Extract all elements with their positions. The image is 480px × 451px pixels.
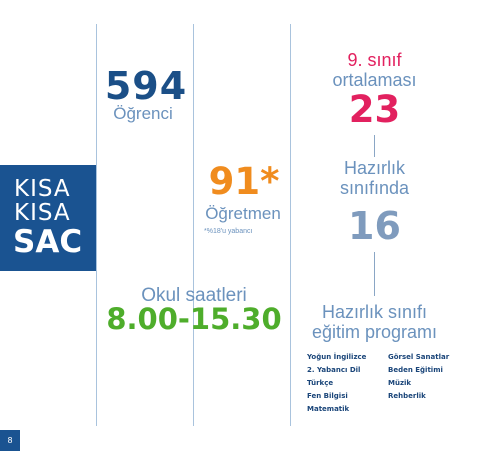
grade9-subtitle: ortalaması: [332, 70, 417, 90]
prep-subtitle: sınıfında: [339, 178, 410, 198]
prep-title: Hazırlık: [343, 158, 405, 178]
program-item: Yoğun İngilizce: [307, 353, 367, 361]
column-divider: [193, 24, 194, 426]
program-item: Türkçe: [307, 379, 334, 387]
program-item: Beden Eğitimi: [388, 366, 443, 374]
program-subtitle: eğitim programı: [311, 322, 438, 342]
students-count: 594: [104, 64, 188, 108]
program-item: Fen Bilgisi: [307, 392, 348, 400]
school-hours-value: 8.00-15.30: [106, 302, 282, 336]
students-label: Öğrenci: [113, 104, 173, 123]
program-item: 2. Yabancı Dil: [307, 366, 361, 374]
connector-line: [374, 135, 375, 157]
teachers-footnote: *%18'u yabancı: [204, 228, 253, 235]
grade9-value: 23: [348, 88, 401, 131]
logo-line-3: SAC: [13, 224, 83, 260]
teachers-label: Öğretmen: [205, 204, 281, 223]
program-list-left: Yoğun İngilizce 2. Yabancı Dil Türkçe Fe…: [307, 351, 366, 416]
column-divider: [290, 24, 291, 426]
column-divider: [96, 24, 97, 426]
prep-value: 16: [348, 204, 401, 248]
program-list-right: Görsel Sanatlar Beden Eğitimi Müzik Rehb…: [388, 351, 449, 403]
program-title: Hazırlık sınıfı: [321, 302, 428, 322]
school-hours-title: Okul saatleri: [141, 285, 247, 306]
connector-line: [374, 252, 375, 296]
kisa-kisa-sac-logo: KISA KISA SAC: [0, 165, 96, 271]
grade9-title: 9. sınıf: [347, 50, 402, 70]
program-item: Görsel Sanatlar: [388, 353, 450, 361]
logo-line-2: KISA: [14, 200, 71, 226]
program-item: Müzik: [388, 379, 412, 387]
page-number: 8: [0, 430, 20, 451]
logo-line-1: KISA: [14, 176, 71, 202]
program-item: Rehberlik: [388, 392, 426, 400]
teachers-count: 91*: [208, 160, 280, 203]
program-item: Matematik: [307, 405, 350, 413]
